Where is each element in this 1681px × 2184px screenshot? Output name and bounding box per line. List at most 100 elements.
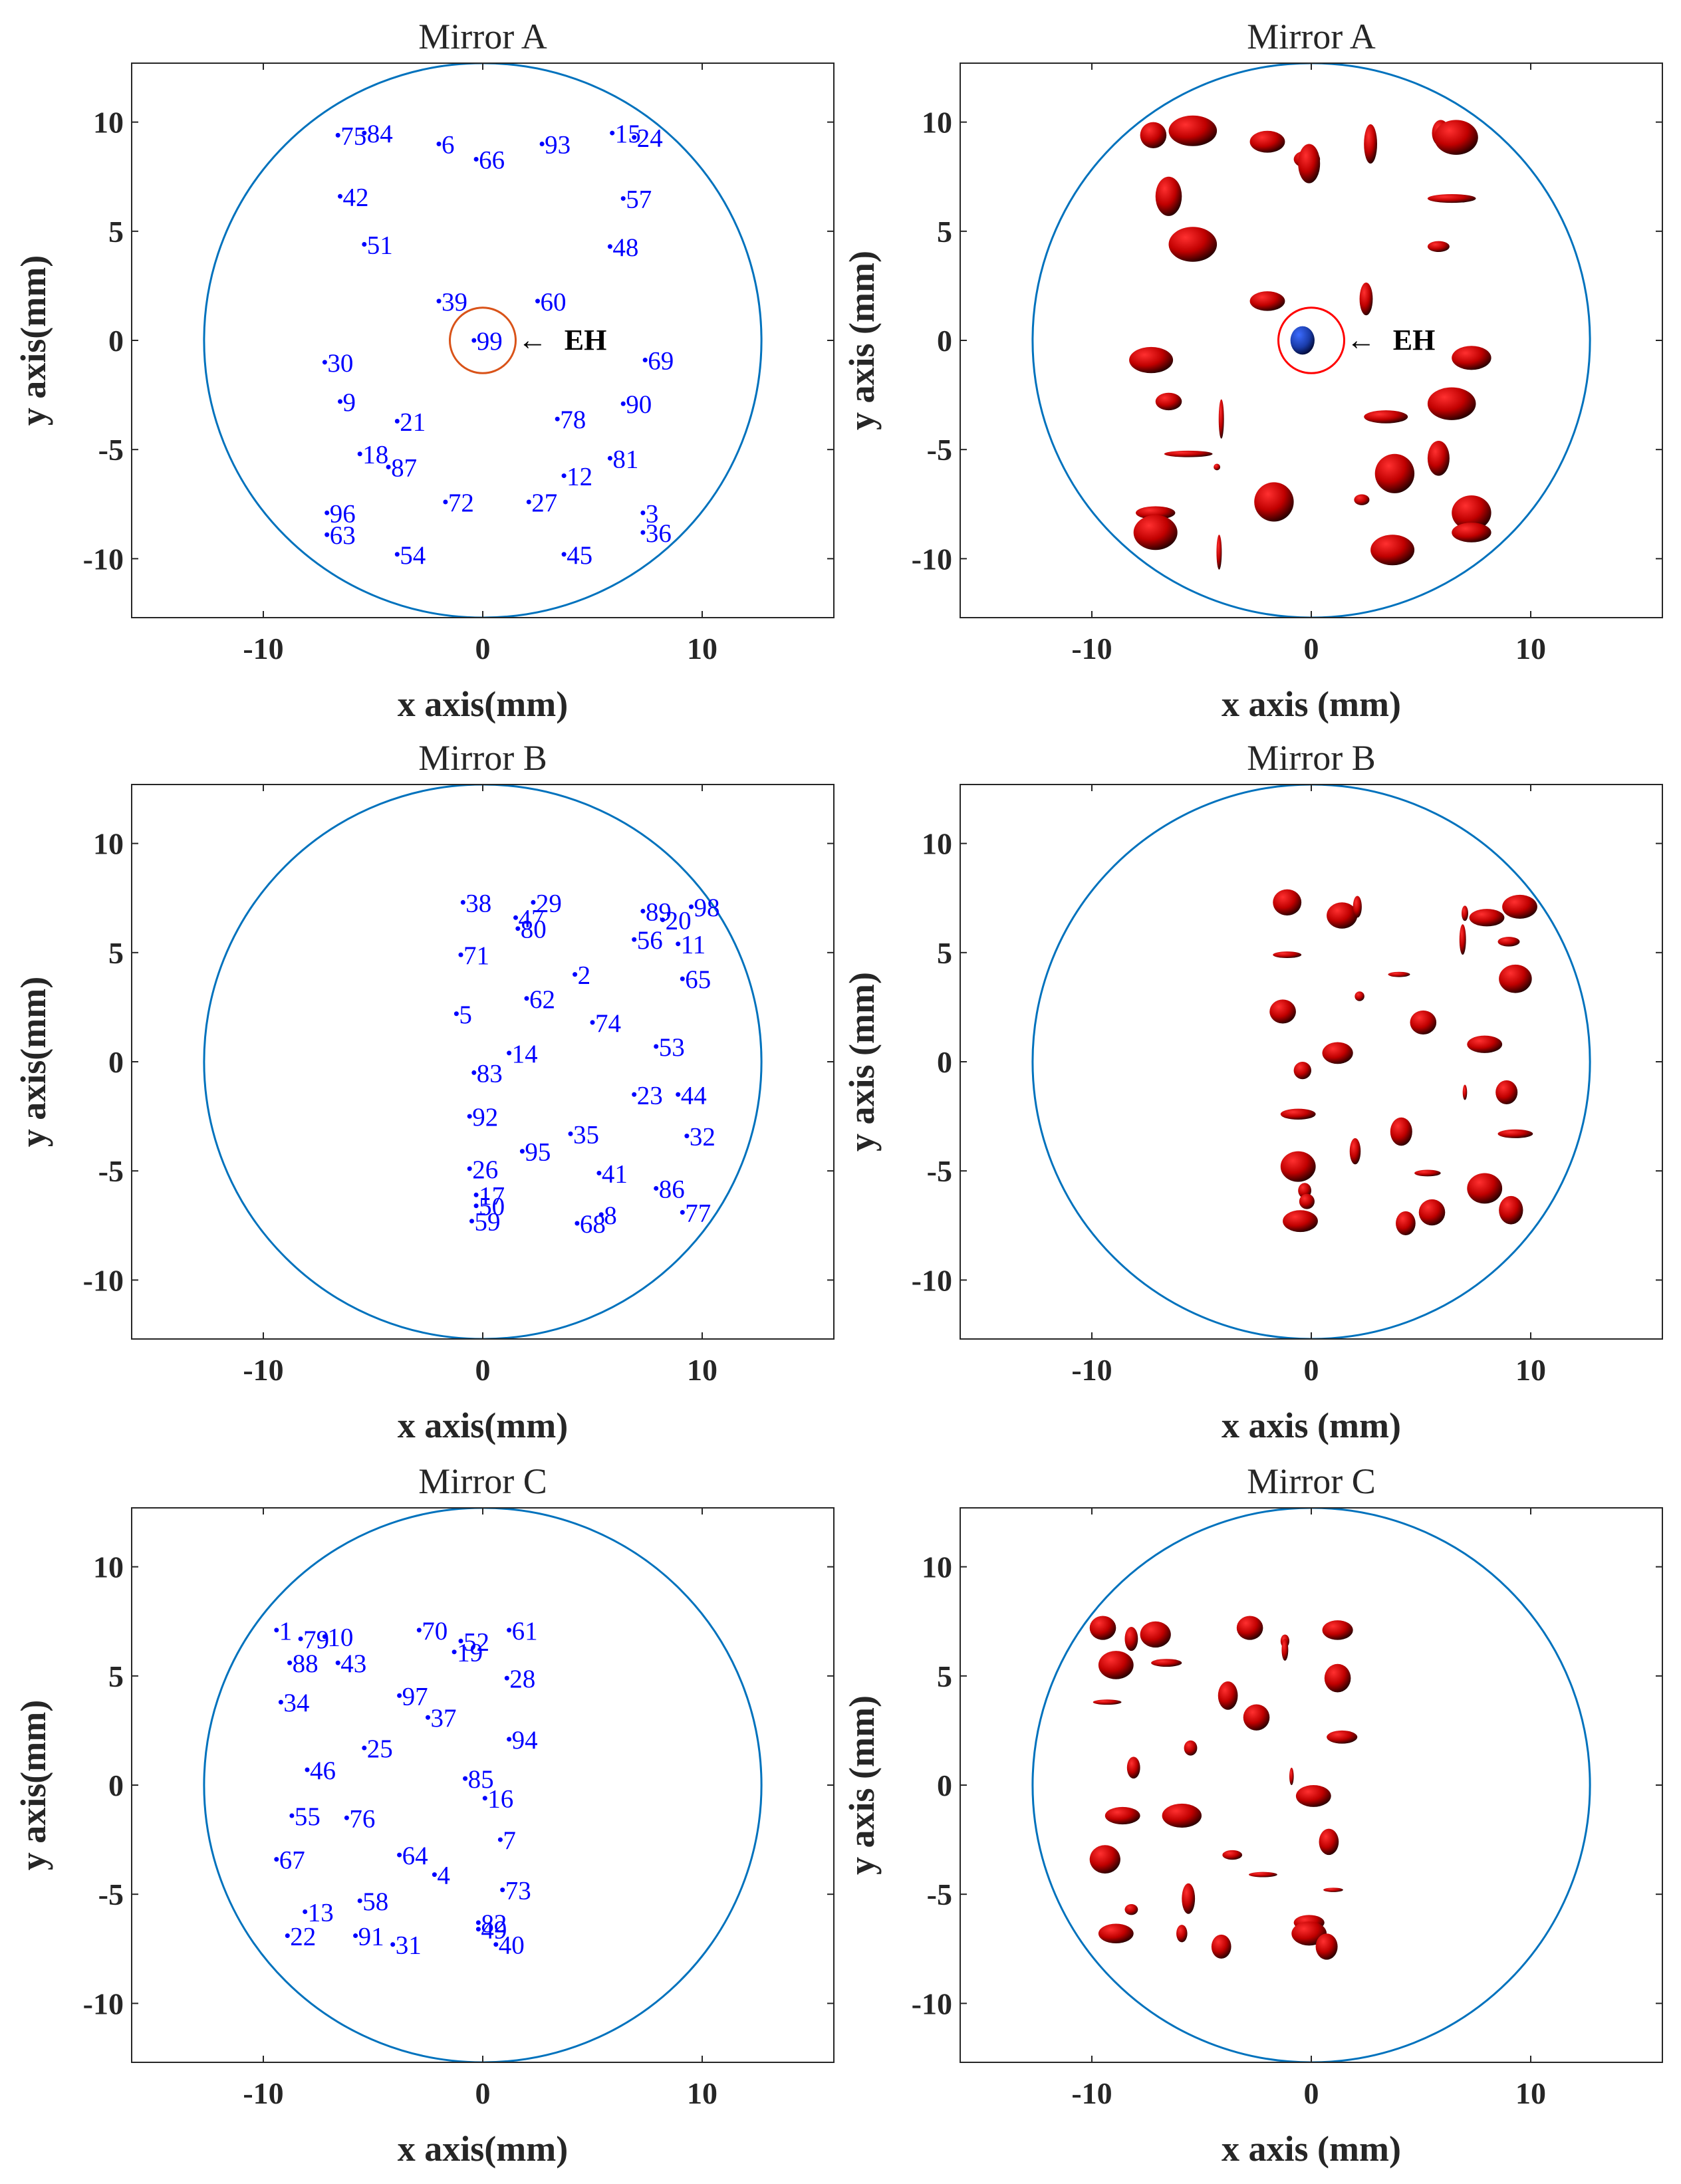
point-marker (680, 1210, 685, 1215)
y-tick-label: 0 (108, 1045, 124, 1079)
point-marker (513, 915, 518, 920)
spot-23 (1349, 1138, 1361, 1165)
point-label: 88 (293, 1649, 319, 1678)
spot-14 (1327, 1730, 1358, 1744)
spot-32 (1211, 1934, 1231, 1959)
y-tick-label: -5 (927, 433, 952, 467)
point-marker (298, 1636, 303, 1641)
panel-2: Mirror A ← EH -10 0 10 -10 -5 0 5 10 x axis (mm) y a… (842, 17, 1663, 724)
point-label: 41 (602, 1159, 628, 1188)
spot-12 (1427, 241, 1450, 253)
point-5: 5 (453, 1001, 472, 1029)
point-marker (555, 416, 560, 422)
point-label: 16 (487, 1785, 513, 1814)
mirror-outline (1031, 1508, 1591, 2062)
point-label: 74 (595, 1009, 621, 1038)
point-label: 4 (437, 1862, 450, 1890)
point-79: 79 (298, 1626, 329, 1654)
y-tick-label: -10 (83, 1987, 124, 2020)
point-marker (632, 1092, 637, 1097)
y-tick-label: -10 (83, 1263, 124, 1297)
point-marker (575, 1221, 580, 1226)
point-label: 8 (604, 1201, 617, 1230)
x-tick-label: 10 (1515, 632, 1546, 666)
point-marker (640, 530, 646, 535)
point-label: 64 (402, 1842, 428, 1870)
point-marker (397, 1693, 402, 1698)
point-marker (274, 1628, 279, 1633)
y-tick-label: 5 (937, 1659, 952, 1693)
point-21: 21 (394, 408, 426, 436)
spot-12 (1355, 991, 1364, 1001)
point-51: 51 (362, 231, 393, 260)
panel-4: Mirror B -10 0 10 -10 -5 0 5 10 x axis (mm) y axis… (842, 738, 1663, 1445)
point-63: 63 (324, 521, 356, 550)
point-marker (632, 135, 637, 140)
spot-22 (1214, 463, 1221, 471)
point-marker (519, 1149, 525, 1154)
point-marker (303, 1909, 308, 1914)
point-47: 47 (513, 904, 545, 933)
point-label: 97 (402, 1682, 428, 1711)
x-tick-label: 10 (687, 632, 717, 666)
y-tick-label: 10 (922, 1550, 952, 1584)
point-label: 67 (279, 1846, 305, 1875)
spot-28 (1452, 495, 1491, 531)
spot-31 (1283, 1210, 1318, 1233)
point-marker (335, 132, 340, 138)
point-11: 11 (676, 931, 706, 959)
spot-19 (1104, 1806, 1140, 1825)
spot-1 (1273, 889, 1302, 916)
point-label: 55 (295, 1802, 321, 1831)
point-marker (357, 451, 362, 457)
spot-16 (1452, 346, 1491, 370)
spot-17 (1155, 392, 1182, 411)
point-marker (471, 338, 477, 343)
y-tick-label: 10 (93, 827, 124, 861)
point-label: 65 (685, 965, 711, 994)
point-marker (598, 1212, 604, 1217)
point-95: 95 (519, 1138, 551, 1167)
point-40: 40 (493, 1931, 525, 1960)
point-label: 42 (343, 183, 369, 211)
point-label: 24 (637, 124, 663, 153)
point-34: 34 (278, 1689, 309, 1717)
point-marker (458, 952, 463, 957)
point-label: 40 (499, 1931, 525, 1960)
point-89: 89 (640, 898, 672, 926)
point-56: 56 (632, 926, 663, 955)
point-49: 49 (475, 1916, 507, 1945)
point-marker (322, 1634, 327, 1639)
point-label: 21 (400, 408, 426, 436)
point-65: 65 (680, 965, 711, 994)
eh-label: EH (1393, 324, 1436, 356)
point-label: 61 (512, 1617, 538, 1645)
point-17: 17 (473, 1181, 505, 1210)
point-marker (289, 1813, 295, 1818)
x-tick-label: 0 (1304, 1353, 1319, 1387)
point-marker (390, 1942, 396, 1947)
x-tick-label: 0 (1304, 632, 1319, 666)
spot-17 (1293, 1062, 1312, 1080)
plot-area (1031, 1508, 1591, 2062)
spot-18 (1427, 387, 1476, 420)
spot-33 (1315, 1933, 1338, 1960)
spot-14 (1359, 282, 1373, 316)
y-axis-label: y axis(mm) (13, 1700, 53, 1870)
point-label: 20 (666, 907, 692, 935)
point-32: 32 (684, 1123, 715, 1152)
point-label: 66 (479, 146, 505, 174)
y-tick-label: 10 (93, 106, 124, 140)
point-marker (684, 1134, 690, 1139)
point-label: 19 (457, 1639, 483, 1667)
point-marker (620, 196, 626, 201)
point-4: 4 (432, 1862, 450, 1890)
point-label: 22 (290, 1923, 316, 1951)
y-tick-label: 5 (108, 936, 124, 970)
point-label: 37 (431, 1704, 457, 1733)
point-85: 85 (463, 1765, 494, 1794)
y-tick-label: 10 (922, 827, 952, 861)
y-tick-label: 0 (937, 1045, 952, 1079)
point-marker (436, 141, 442, 146)
